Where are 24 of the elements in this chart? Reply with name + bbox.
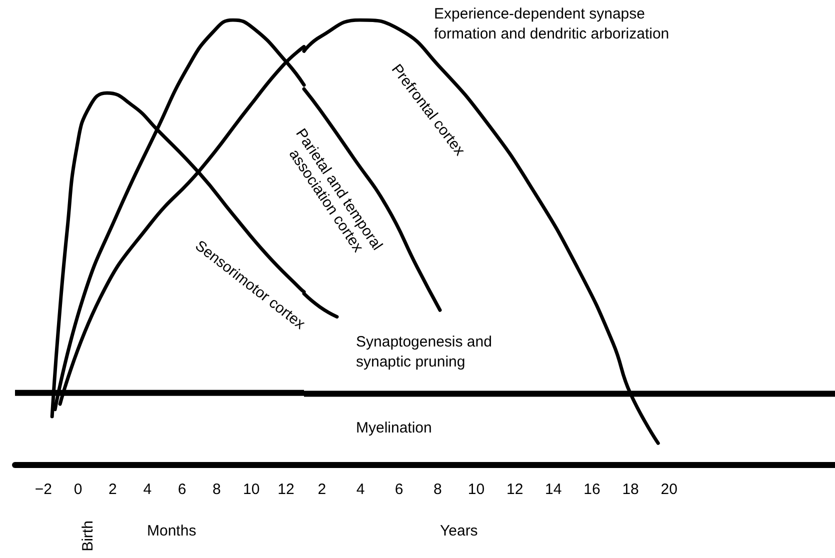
x-tick-label: 4 [143,481,152,498]
text: Birth [80,520,96,552]
x-tick-label: 12 [278,481,294,498]
x-tick-label: 10 [242,481,260,498]
x-tick-label: 16 [584,481,600,498]
text: Months [147,522,196,540]
x-tick-label: 6 [394,481,404,498]
x-tick-label: −2 [34,481,52,498]
x-tick-label: 4 [356,481,365,498]
x-tick-label: 2 [108,481,117,498]
annotation: Myelination [356,420,432,436]
x-tick-label: 20 [660,481,678,498]
x-tick-label: 8 [212,481,221,498]
annotation: Synaptogenesis and synaptic pruning [356,334,496,370]
x-tick-label: 6 [178,481,186,498]
x-tick-label: 8 [433,481,442,498]
x-tick-label: 10 [468,481,485,498]
x-tick-label: 14 [545,481,562,498]
text: Years [440,522,478,540]
annotation: Experience-dependent synapse formation and dendritic arborization [434,6,670,42]
x-tick-label: 18 [622,481,639,498]
x-tick-label: 0 [74,481,82,498]
x-tick-label: 12 [506,481,524,498]
x-tick-label: 2 [318,481,326,498]
